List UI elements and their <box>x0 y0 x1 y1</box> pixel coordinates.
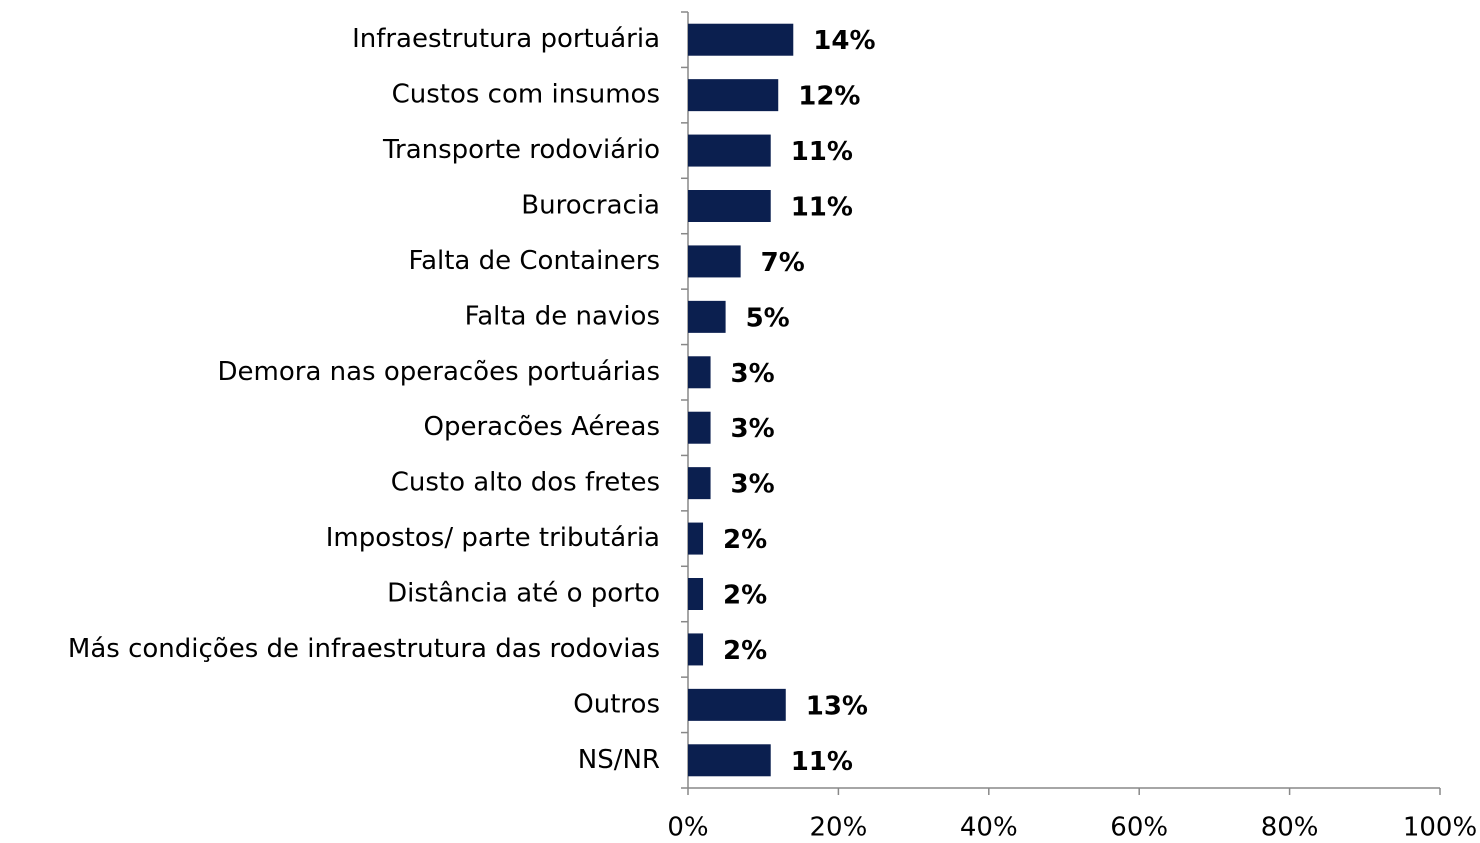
bar <box>688 522 704 555</box>
bar <box>688 79 779 112</box>
bar <box>688 245 741 278</box>
bar <box>688 356 711 389</box>
value-label: 5% <box>746 303 790 333</box>
y-tick-label: Custo alto dos fretes <box>391 468 660 498</box>
x-tick-label: 0% <box>667 813 708 843</box>
y-tick-label: Más condições de infraestrutura das rodo… <box>68 634 660 664</box>
y-tick-label: Burocracia <box>521 191 660 221</box>
value-label: 11% <box>791 747 853 777</box>
value-label: 7% <box>761 248 805 278</box>
value-label: 13% <box>806 691 868 721</box>
bar <box>688 190 771 222</box>
value-label: 14% <box>813 26 875 56</box>
x-tick-label: 60% <box>1110 813 1168 843</box>
x-tick-label: 40% <box>960 813 1018 843</box>
value-label: 12% <box>798 82 860 112</box>
y-tick-label: NS/NR <box>578 745 660 775</box>
y-tick-label: Demora nas operacões portuárias <box>218 357 661 387</box>
y-tick-label: Transporte rodoviário <box>382 135 660 165</box>
bar <box>688 23 794 56</box>
value-label: 2% <box>723 636 767 666</box>
x-tick-label: 20% <box>810 813 868 843</box>
y-tick-label: Falta de Containers <box>409 246 660 276</box>
value-label: 11% <box>791 193 853 223</box>
y-tick-label: Falta de navios <box>465 301 660 331</box>
bar <box>688 688 786 721</box>
bar <box>688 411 711 444</box>
x-tick-label: 80% <box>1261 813 1319 843</box>
y-tick-label: Infraestrutura portuária <box>352 24 660 54</box>
y-tick-label: Distância até o porto <box>387 579 660 609</box>
bar <box>688 578 704 610</box>
bar <box>688 134 771 167</box>
value-label: 3% <box>731 359 775 389</box>
y-tick-label: Impostos/ parte tributária <box>326 523 660 553</box>
bar <box>688 633 704 666</box>
bar <box>688 467 711 500</box>
bar <box>688 744 771 777</box>
value-label: 3% <box>731 414 775 444</box>
bar <box>688 300 726 333</box>
y-tick-label: Operacões Aéreas <box>423 412 660 442</box>
value-label: 2% <box>723 525 767 555</box>
value-label: 3% <box>731 470 775 500</box>
value-label: 11% <box>791 137 853 167</box>
x-tick-label: 100% <box>1403 813 1477 843</box>
value-label: 2% <box>723 581 767 611</box>
y-tick-label: Custos com insumos <box>392 80 660 110</box>
y-tick-label: Outros <box>573 689 660 719</box>
